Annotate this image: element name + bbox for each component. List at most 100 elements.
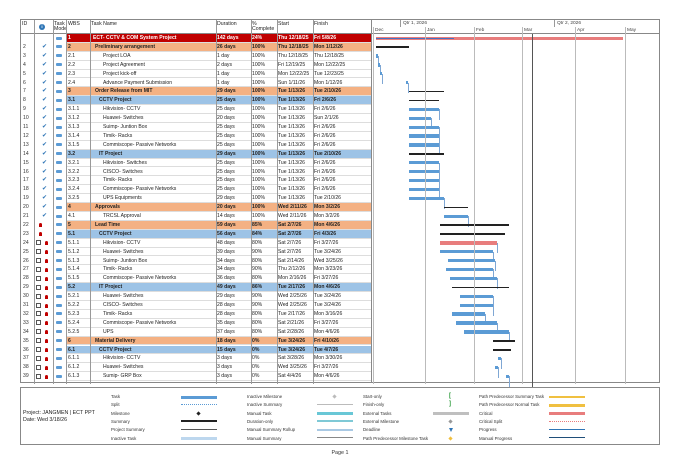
table-row[interactable]: 25 5.1.2 Huawei- Switches 39 days 90% Sat 2/7… [21,247,371,257]
summary-bar[interactable] [492,340,516,342]
start-cell[interactable]: Tue 1/13/26 [278,168,305,175]
task-bar[interactable] [497,356,502,361]
start-cell[interactable]: Sat 2/7/26 [278,230,302,237]
complete-cell[interactable]: 100% [252,52,266,59]
start-cell[interactable]: Sat 2/14/26 [278,257,305,264]
complete-cell[interactable]: 80% [252,275,263,282]
start-cell[interactable]: Tue 1/13/26 [278,186,305,193]
finish-cell[interactable]: Fri 3/27/26 [314,319,339,326]
task-name-cell[interactable]: CCTV Project [99,230,132,237]
start-cell[interactable]: Sat 3/28/26 [278,355,305,362]
duration-cell[interactable]: 15 days [217,346,236,353]
duration-cell[interactable]: 34 days [217,257,235,264]
start-cell[interactable]: Sat 2/7/26 [278,221,302,228]
task-bar[interactable] [447,259,495,263]
complete-cell[interactable]: 90% [252,302,263,308]
task-name-cell[interactable]: Advance Payment Submission [103,79,173,86]
start-cell[interactable]: Tue 1/13/26 [278,115,305,122]
finish-cell[interactable]: Fri 2/6/26 [314,177,336,184]
task-name-cell[interactable]: ECT- CCTV & COM System Project [93,35,177,41]
task-bar[interactable] [445,267,493,272]
table-row[interactable]: 36 6.1 CCTV Project 15 days 0% Tue 3/24/26 Tue… [21,345,371,355]
complete-cell[interactable]: 80% [252,310,263,317]
complete-cell[interactable]: 0% [252,364,260,371]
finish-cell[interactable]: Mon 3/2/26 [314,213,340,219]
start-cell[interactable]: Tue 1/13/26 [278,132,305,139]
finish-cell[interactable]: Fri 2/6/26 [314,132,336,139]
table-row[interactable]: 7 ✔ 3 Order Release from MIT 29 days 100% Tue … [21,87,371,97]
duration-cell[interactable]: 36 days [217,275,235,282]
task-bar[interactable] [408,116,432,120]
table-row[interactable]: 10 ✔ 3.1.2 Huawei- Switches 20 days 100% Tue 1… [21,114,371,123]
task-name-cell[interactable]: Hikvision- Switches [103,159,147,166]
finish-cell[interactable]: Tue 3/24/26 [314,293,341,300]
start-cell[interactable]: Tue 1/13/26 [278,97,306,104]
task-name-cell[interactable]: Project kick-off [103,70,137,77]
table-row[interactable]: 17 ✔ 3.2.3 Timik- Racks 25 days 100% Tue 1/13/… [21,176,371,186]
finish-cell[interactable]: Mon 3/16/26 [314,310,343,317]
col-task-mode-header[interactable]: Task Mode [54,20,67,32]
start-cell[interactable]: Tue 1/13/26 [278,150,306,157]
task-name-cell[interactable]: Preliminary arrangement [95,43,156,50]
task-name-cell[interactable]: Sumip- GRP Box [103,373,142,380]
complete-cell[interactable]: 24% [252,35,263,41]
task-bar[interactable] [460,303,493,307]
duration-cell[interactable]: 2 days [217,61,233,68]
start-cell[interactable]: Tue 1/13/26 [278,177,305,184]
task-name-cell[interactable]: Hikvision- CCTV [103,239,141,246]
duration-cell[interactable]: 25 days [217,177,235,184]
complete-cell[interactable]: 100% [252,115,266,122]
task-name-cell[interactable]: TRCSL Approval [103,213,141,219]
start-cell[interactable]: Thu 12/18/25 [278,43,309,50]
task-name-cell[interactable]: Commiscope- Passive Networks [103,319,177,326]
summary-bar[interactable] [492,349,512,351]
duration-cell[interactable]: 142 days [217,35,239,41]
col-duration-header[interactable]: Duration [217,20,237,27]
duration-cell[interactable]: 25 days [217,168,235,175]
finish-cell[interactable]: Fri 2/6/26 [314,106,336,113]
finish-cell[interactable]: Tue 3/24/26 [314,302,341,308]
complete-cell[interactable]: 100% [252,195,266,202]
start-cell[interactable]: Tue 3/24/26 [278,346,306,353]
task-bar[interactable] [408,143,439,147]
task-name-cell[interactable]: Project Agreement [103,61,145,68]
table-row[interactable]: 35 6 Material Delivery 18 days 0% Tue 3/24/26… [21,336,371,346]
table-row[interactable]: 28 5.1.5 Commiscope- Passive Networks 36 da… [21,274,371,284]
start-cell[interactable]: Tue 1/13/26 [278,141,305,148]
start-cell[interactable]: Mon 2/16/26 [278,275,307,282]
start-cell[interactable]: Sun 1/11/26 [278,79,306,86]
task-name-cell[interactable]: IT Project [99,284,123,291]
table-row[interactable]: 32 5.2.3 Timik- Racks 28 days 80% Tue 2/17/26… [21,309,371,319]
col-finish-header[interactable]: Finish [314,20,328,27]
table-row[interactable]: 26 5.1.3 Suimp- Juntion Box 34 days 80% Sat 2… [21,256,371,266]
table-row[interactable]: 37 6.1.1 Hikvision- CCTV 3 days 0% Sat 3/28/2… [21,354,371,364]
finish-cell[interactable]: Mon 1/12/26 [314,43,343,50]
task-name-cell[interactable]: Huawei- Switches [103,248,144,255]
duration-cell[interactable]: 35 days [217,319,235,326]
table-row[interactable]: 21 ✔ 4.1 TRCSL Approval 14 days 100% Wed 2/11/… [21,212,371,221]
finish-cell[interactable]: Mon 4/6/26 [314,373,340,380]
task-bar[interactable] [408,161,439,165]
table-row[interactable]: 5 ✔ 2.3 Project kick-off 1 day 100% Mon 12/22/… [21,69,371,79]
complete-cell[interactable]: 86% [252,284,263,291]
duration-cell[interactable]: 56 days [217,230,236,237]
duration-cell[interactable]: 1 day [217,52,230,59]
task-bar[interactable] [439,250,493,254]
complete-cell[interactable]: 0% [252,337,260,344]
task-name-cell[interactable]: Commiscope- Passive Networks [103,275,177,282]
duration-cell[interactable]: 25 days [217,141,235,148]
table-row[interactable]: 24 5.1.1 Hikvision- CCTV 48 days 80% Sat 2/7/… [21,238,371,248]
task-bar[interactable] [455,321,497,325]
complete-cell[interactable]: 100% [252,204,266,211]
complete-cell[interactable]: 80% [252,328,263,335]
start-cell[interactable]: Wed 2/11/26 [278,213,307,219]
start-cell[interactable]: Thu 2/12/26 [278,266,306,273]
task-bar[interactable] [408,196,444,201]
start-cell[interactable]: Tue 1/13/26 [278,159,305,166]
duration-cell[interactable]: 20 days [217,115,235,122]
finish-cell[interactable]: Fri 3/27/26 [314,364,339,371]
duration-cell[interactable]: 20 days [217,204,236,211]
duration-cell[interactable]: 1 day [217,79,230,86]
task-bar[interactable] [449,276,497,281]
task-bar[interactable] [408,134,439,138]
